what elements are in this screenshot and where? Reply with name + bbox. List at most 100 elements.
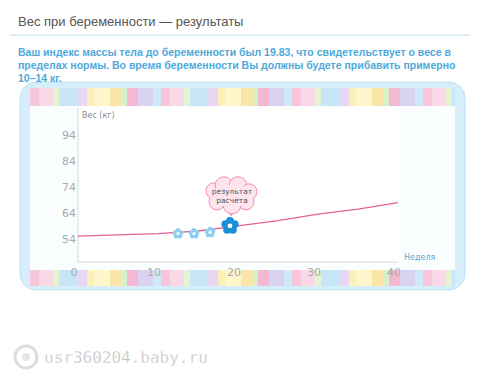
stripe [190,270,208,286]
inner-panel [30,106,455,270]
stripe [241,270,253,286]
title: Вес при беременности — результаты [18,14,243,29]
point [221,217,238,234]
chart-frame [20,82,465,290]
plot-area [78,107,398,262]
stripe [269,270,284,286]
stripe [284,270,292,286]
stripe [39,270,53,286]
watermark-icon [15,346,37,368]
watermark-group: usr360204.baby.ru [15,346,208,368]
stripe [87,270,94,286]
header-rule [10,35,470,36]
x-tick-label: 40 [387,266,401,279]
stripe [122,88,127,106]
stripe [170,270,184,286]
stripe [400,270,415,286]
stripe [138,88,153,106]
stripe [161,270,170,286]
flower-center [209,231,212,234]
y-axis-label: Вес (кг) [82,111,115,120]
watermark-icon-dot [22,353,30,361]
stripe [415,270,423,286]
stripe [77,88,87,106]
stripe [258,270,269,286]
stripe [356,88,372,106]
stripe [127,88,138,106]
stripe [218,88,225,106]
watermark: usr360204.baby.ru [44,348,208,367]
stripe [432,88,446,106]
stripe [218,270,225,286]
stripe [452,270,455,286]
stripe [292,270,301,286]
stripe [389,88,400,106]
stripe [184,270,190,286]
stripe [423,88,432,106]
stripe [284,88,292,106]
x-tick-label: 30 [307,266,321,279]
callout-body [210,185,254,207]
stripe [339,88,349,106]
stripe [258,88,269,106]
stripe [161,88,170,106]
flower-center [193,232,196,235]
stripe [446,88,452,106]
annotation: результатрасчета [212,187,253,205]
stripe [94,88,110,106]
stripe [356,270,372,286]
stripe [30,270,39,286]
stripe [127,270,138,286]
stripe [339,270,349,286]
y-tick-label: 74 [62,181,76,194]
stripe [372,88,384,106]
annotation-line: результат [212,187,253,196]
stripe [452,88,455,106]
point [205,227,216,237]
y-tick-label: 54 [62,233,76,246]
x-tick-label: 20 [227,266,241,279]
x-tick-label: 10 [147,266,161,279]
stripe [94,270,110,286]
stripe [53,270,59,286]
point [189,228,200,238]
stripe [122,270,127,286]
x-tick-label: 0 [71,266,78,279]
flower-center [177,232,180,235]
stripe [292,88,301,106]
stripe [301,88,315,106]
stripe [225,88,241,106]
stripe [153,88,161,106]
stripe [208,270,218,286]
stripe [110,88,122,106]
stripe [190,88,208,106]
stripe [253,270,258,286]
stripe [372,270,384,286]
annotation-line: расчета [216,196,248,205]
stripe [384,88,389,106]
stripe [170,88,184,106]
stripe [315,88,321,106]
stripe [446,270,452,286]
stripe [39,88,53,106]
stripe [110,270,122,286]
page: Вес при беременности — результаты 54 64 74 8… [0,0,480,383]
callout: результатрасчета [206,177,257,216]
stripe [269,88,284,106]
x-axis [78,262,398,263]
y-tick-label: 94 [62,129,76,142]
x-axis-label: Неделя [404,253,436,262]
y-tick-label: 84 [62,155,76,168]
stripe [253,88,258,106]
stripe [53,88,59,106]
stripe [87,88,94,106]
y-tick-label: 64 [62,207,76,220]
stripe [400,88,415,106]
stripe [321,270,339,286]
stripe [241,88,253,106]
stripe [349,88,356,106]
stripe [77,270,87,286]
stripe [30,88,39,106]
y-axis [78,107,79,262]
stripe [59,88,77,106]
